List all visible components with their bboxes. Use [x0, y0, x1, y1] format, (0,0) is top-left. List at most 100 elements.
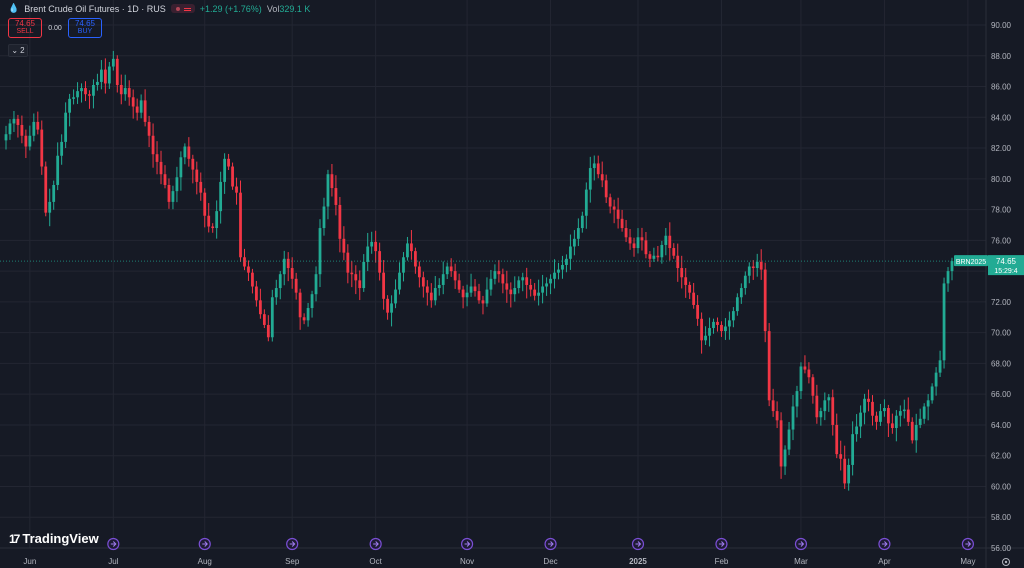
candle-body: [851, 434, 855, 465]
candle: [28, 125, 32, 151]
candle-body: [183, 146, 187, 158]
event-arrow: [289, 541, 296, 547]
dividend-event-icon[interactable]: [715, 537, 728, 551]
candle-body: [616, 209, 620, 219]
candle-body: [596, 163, 600, 175]
dividend-event-icon[interactable]: [878, 537, 891, 551]
candle: [803, 355, 807, 374]
candle-body: [493, 271, 497, 279]
dividend-event-icon[interactable]: [961, 537, 974, 551]
buy-button[interactable]: 74.65 BUY: [68, 18, 102, 38]
buy-label: BUY: [77, 28, 93, 35]
candle: [684, 268, 688, 298]
dividend-event-icon[interactable]: [794, 537, 808, 551]
candle: [835, 413, 839, 459]
candle: [322, 197, 326, 236]
event-arrow: [373, 541, 379, 547]
candle-body: [251, 272, 254, 287]
candle: [223, 153, 227, 194]
candle: [211, 223, 215, 233]
candle: [890, 413, 894, 434]
candle: [282, 250, 286, 286]
candle-body: [640, 237, 644, 241]
candle: [123, 74, 127, 101]
candle: [831, 389, 835, 436]
countdown-label: 15:29:4: [994, 268, 1017, 275]
dividend-event-icon[interactable]: [460, 537, 474, 551]
candle-body: [735, 297, 739, 312]
tradingview-logo[interactable]: 17 TradingView: [9, 531, 99, 546]
candle: [883, 399, 886, 417]
candle-body: [910, 421, 914, 441]
candle-body: [199, 181, 203, 193]
candle-body: [314, 274, 318, 295]
candle-body: [239, 192, 242, 258]
candle: [60, 134, 64, 165]
candle-body: [20, 124, 24, 136]
dividend-event-icon[interactable]: [631, 537, 645, 551]
candle: [938, 350, 942, 378]
candle: [294, 272, 298, 300]
candle-body: [227, 158, 230, 167]
candle-body: [922, 406, 926, 419]
chevron-down-icon: ⌄: [11, 46, 19, 55]
dividend-event-icon[interactable]: [544, 537, 557, 551]
candle-body: [461, 289, 465, 298]
candle-body: [779, 420, 783, 467]
candle-body: [569, 246, 572, 259]
candle-body: [68, 98, 71, 113]
dividend-event-icon[interactable]: [107, 537, 120, 551]
event-arrow: [718, 541, 725, 547]
dividend-event-icon[interactable]: [286, 537, 299, 551]
candle: [875, 411, 878, 430]
candle-body: [151, 135, 155, 155]
candle: [616, 197, 620, 229]
event-arrow: [110, 541, 117, 547]
candle-body: [330, 174, 334, 189]
candle-body: [644, 240, 648, 255]
candle: [596, 155, 600, 179]
candle: [914, 413, 918, 453]
gear-icon[interactable]: [1002, 558, 1010, 566]
candle: [107, 61, 111, 89]
event-arrow: [635, 541, 642, 547]
candle-body: [12, 118, 16, 124]
last-price-tag: BRN2025 74.65 15:29:4: [0, 255, 1024, 276]
flag-icon[interactable]: [170, 4, 195, 13]
candle-body: [358, 280, 362, 289]
candle-body: [894, 415, 898, 429]
candle-body: [604, 180, 608, 198]
candle-body: [795, 391, 799, 407]
candle: [247, 260, 250, 281]
candle: [402, 252, 405, 282]
candle: [716, 317, 719, 332]
price-axis[interactable]: 90.00 88.00 86.00 84.00 82.00 80.00 78.00 76.00…: [991, 21, 1012, 566]
candle: [910, 417, 914, 444]
candle: [509, 282, 513, 308]
indicators-collapse-button[interactable]: ⌄ 2: [8, 44, 28, 57]
candle: [159, 150, 163, 185]
symbol-title[interactable]: Brent Crude Oil Futures · 1D · RUS: [24, 3, 166, 14]
candle-body: [775, 411, 779, 421]
candle: [394, 279, 397, 309]
candle: [676, 243, 680, 282]
candle-body: [890, 423, 894, 429]
candle: [227, 153, 230, 170]
candle: [179, 151, 183, 191]
candle-body: [700, 318, 703, 341]
candle: [52, 180, 56, 210]
candle-body: [855, 426, 858, 435]
dividend-event-icon[interactable]: [369, 537, 382, 551]
dividend-event-icon[interactable]: [198, 537, 211, 551]
candle: [926, 394, 930, 421]
candle: [143, 89, 147, 127]
candle-body: [489, 278, 493, 290]
candle: [12, 110, 16, 132]
candle-body: [668, 235, 672, 249]
candle-body: [926, 400, 930, 407]
candle-body: [620, 218, 624, 229]
time-axis[interactable]: JunJulAugSepOctNovDec2025FebMarAprMayJun: [23, 557, 1024, 566]
sell-button[interactable]: 74.65 SELL: [8, 18, 42, 38]
candle: [501, 268, 505, 294]
